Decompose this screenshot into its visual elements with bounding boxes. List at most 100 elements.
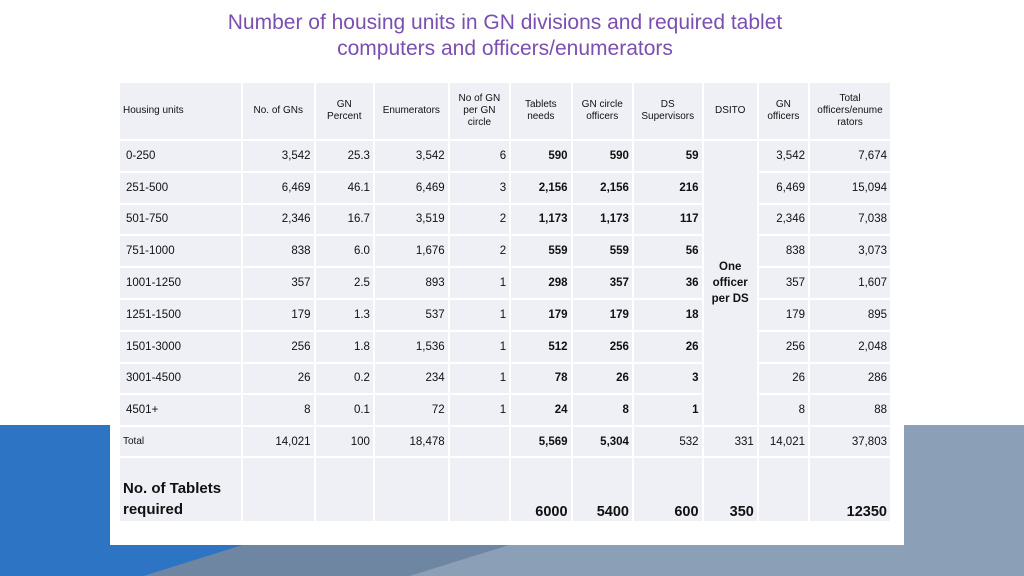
- gn-percent-cell: 16.7: [315, 204, 373, 235]
- total-officers-cell: 2,048: [810, 331, 890, 362]
- total-ds-supervisors: 532: [633, 427, 702, 457]
- housing-table: Housing units No. of GNs GN Percent Enum…: [118, 81, 892, 523]
- table-row: 251-500 6,469 46.1 6,469 3 2,156 2,156 216 6,469…: [120, 172, 890, 203]
- gn-per-circle-cell: 3: [449, 172, 510, 203]
- required-dsito: 350: [703, 458, 757, 522]
- ds-supervisors-cell: 36: [633, 268, 702, 298]
- total-gns: 14,021: [242, 427, 314, 457]
- gn-percent-cell: 25.3: [315, 141, 373, 171]
- gn-per-circle-cell: 2: [449, 236, 510, 267]
- gn-per-circle-cell: 1: [449, 395, 510, 426]
- table-body: Housing units No. of GNs GN Percent Enum…: [120, 83, 890, 522]
- header-gn-per-circle: No of GN per GN circle: [449, 83, 510, 139]
- header-tablets-needs: Tablets needs: [511, 83, 571, 139]
- gn-circle-officers-cell: 256: [572, 331, 632, 362]
- title-line-1: Number of housing units in GN divisions …: [227, 11, 783, 34]
- no-of-gns-cell: 3,542: [242, 141, 314, 171]
- total-enumerators: 18,478: [374, 427, 448, 457]
- table-row: 3001-4500 26 0.2 234 1 78 26 3 26 286: [120, 363, 890, 394]
- gn-percent-cell: 0.1: [315, 395, 373, 426]
- no-of-gns-cell: 2,346: [242, 204, 314, 235]
- ds-supervisors-cell: 1: [633, 395, 702, 426]
- ds-supervisors-cell: 59: [633, 141, 702, 171]
- housing-units-cell: 3001-4500: [120, 363, 241, 394]
- gn-per-circle-cell: 1: [449, 299, 510, 330]
- dsito-merged-cell: One officer per DS: [703, 141, 757, 426]
- table-row: 1001-1250 357 2.5 893 1 298 357 36 357 1,607: [120, 268, 890, 298]
- total-officers-cell: 7,038: [810, 204, 890, 235]
- total-officers-cell: 895: [810, 299, 890, 330]
- tablets-needs-cell: 1,173: [511, 204, 571, 235]
- housing-units-cell: 751-1000: [120, 236, 241, 267]
- gn-per-circle-cell: 6: [449, 141, 510, 171]
- ds-supervisors-cell: 56: [633, 236, 702, 267]
- table-row: 751-1000 838 6.0 1,676 2 559 559 56 838 3,073: [120, 236, 890, 267]
- ds-supervisors-cell: 117: [633, 204, 702, 235]
- total-officers-cell: 1,607: [810, 268, 890, 298]
- header-housing-units: Housing units: [120, 83, 241, 139]
- gn-per-circle-cell: 1: [449, 268, 510, 298]
- table-row: 501-750 2,346 16.7 3,519 2 1,173 1,173 117 2,346…: [120, 204, 890, 235]
- slide-title: Number of housing units in GN divisions …: [150, 10, 860, 62]
- total-officers-cell: 88: [810, 395, 890, 426]
- housing-units-cell: 251-500: [120, 172, 241, 203]
- tablets-needs-cell: 179: [511, 299, 571, 330]
- tablets-needs-cell: 590: [511, 141, 571, 171]
- total-empty-cell: [449, 427, 510, 457]
- header-ds-supervisors: DS Supervisors: [633, 83, 702, 139]
- housing-units-cell: 501-750: [120, 204, 241, 235]
- table-row: 1251-1500 179 1.3 537 1 179 179 18 179 895: [120, 299, 890, 330]
- total-officers: 37,803: [810, 427, 890, 457]
- tablets-needs-cell: 298: [511, 268, 571, 298]
- tablets-needs-cell: 78: [511, 363, 571, 394]
- empty-cell: [315, 458, 373, 522]
- tablets-needs-cell: 512: [511, 331, 571, 362]
- required-tablets: 6000: [511, 458, 571, 522]
- table-panel: Housing units No. of GNs GN Percent Enum…: [110, 73, 904, 545]
- gn-officers-cell: 8: [758, 395, 808, 426]
- gn-officers-cell: 3,542: [758, 141, 808, 171]
- total-percent: 100: [315, 427, 373, 457]
- total-circle-officers: 5,304: [572, 427, 632, 457]
- gn-percent-cell: 0.2: [315, 363, 373, 394]
- tablets-needs-cell: 559: [511, 236, 571, 267]
- header-no-of-gns: No. of GNs: [242, 83, 314, 139]
- total-row: Total 14,021 100 18,478 5,569 5,304 532 331 14,0…: [120, 427, 890, 457]
- empty-cell: [242, 458, 314, 522]
- gn-officers-cell: 357: [758, 268, 808, 298]
- housing-units-cell: 1501-3000: [120, 331, 241, 362]
- header-gn-circle-officers: GN circle officers: [572, 83, 632, 139]
- table-row: 1501-3000 256 1.8 1,536 1 512 256 26 256 2,048: [120, 331, 890, 362]
- gn-officers-cell: 256: [758, 331, 808, 362]
- total-officers-cell: 7,674: [810, 141, 890, 171]
- table-row: 4501+ 8 0.1 72 1 24 8 1 8 88: [120, 395, 890, 426]
- gn-percent-cell: 46.1: [315, 172, 373, 203]
- gn-per-circle-cell: 1: [449, 363, 510, 394]
- header-gn-officers: GN officers: [758, 83, 808, 139]
- tablets-needs-cell: 24: [511, 395, 571, 426]
- total-label: Total: [120, 427, 241, 457]
- total-officers-cell: 286: [810, 363, 890, 394]
- gn-circle-officers-cell: 8: [572, 395, 632, 426]
- total-officers-cell: 3,073: [810, 236, 890, 267]
- no-of-gns-cell: 838: [242, 236, 314, 267]
- enumerators-cell: 3,542: [374, 141, 448, 171]
- empty-cell: [374, 458, 448, 522]
- enumerators-cell: 893: [374, 268, 448, 298]
- tablets-required-label: No. of Tablets required: [120, 458, 241, 522]
- header-enumerators: Enumerators: [374, 83, 448, 139]
- gn-percent-cell: 6.0: [315, 236, 373, 267]
- gn-circle-officers-cell: 357: [572, 268, 632, 298]
- gn-percent-cell: 1.3: [315, 299, 373, 330]
- ds-supervisors-cell: 216: [633, 172, 702, 203]
- empty-cell: [758, 458, 808, 522]
- header-total-officers: Total officers/enume rators: [810, 83, 890, 139]
- no-of-gns-cell: 179: [242, 299, 314, 330]
- header-row: Housing units No. of GNs GN Percent Enum…: [120, 83, 890, 139]
- total-dsito: 331: [703, 427, 757, 457]
- no-of-gns-cell: 256: [242, 331, 314, 362]
- gn-per-circle-cell: 2: [449, 204, 510, 235]
- gn-officers-cell: 2,346: [758, 204, 808, 235]
- gn-officers-cell: 179: [758, 299, 808, 330]
- no-of-gns-cell: 357: [242, 268, 314, 298]
